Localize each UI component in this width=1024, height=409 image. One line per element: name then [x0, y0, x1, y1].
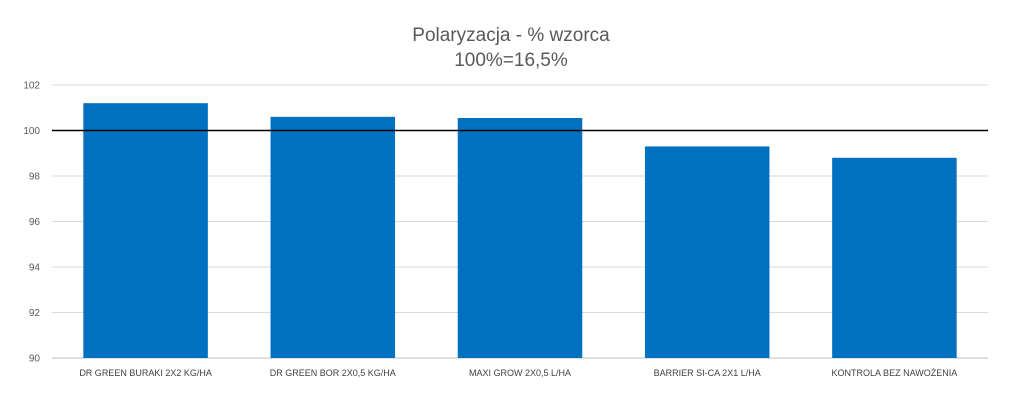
- y-tick-label: 96: [29, 217, 41, 228]
- y-tick-label: 94: [29, 263, 41, 274]
- bars: [83, 103, 957, 358]
- x-tick-label: KONTROLA BEZ NAWOŻENIA: [832, 368, 958, 378]
- x-tick-label: DR GREEN BOR 2X0,5 KG/HA: [270, 368, 396, 378]
- bar: [270, 116, 396, 358]
- chart-title: Polaryzacja - % wzorca: [412, 25, 610, 46]
- bar: [832, 157, 957, 358]
- y-tick-label: 100: [23, 126, 40, 137]
- chart-subtitle: 100%=16,5%: [454, 50, 568, 71]
- bar: [644, 146, 770, 358]
- x-tick-label: BARRIER SI-CA 2X1 L/HA: [654, 368, 761, 378]
- y-tick-label: 92: [29, 308, 41, 319]
- y-tick-label: 102: [23, 81, 40, 92]
- x-axis-labels: DR GREEN BURAKI 2X2 KG/HA DR GREEN BOR 2X…: [79, 368, 957, 378]
- bar: [83, 103, 208, 358]
- y-tick-label: 90: [29, 354, 41, 365]
- x-tick-label: DR GREEN BURAKI 2X2 KG/HA: [79, 368, 212, 378]
- bar: [457, 117, 583, 358]
- y-tick-label: 98: [29, 172, 41, 183]
- x-tick-label: MAXI GROW 2X0,5 L/HA: [469, 368, 571, 378]
- y-axis-ticks: 90 92 94 96 98 100 102: [23, 81, 40, 365]
